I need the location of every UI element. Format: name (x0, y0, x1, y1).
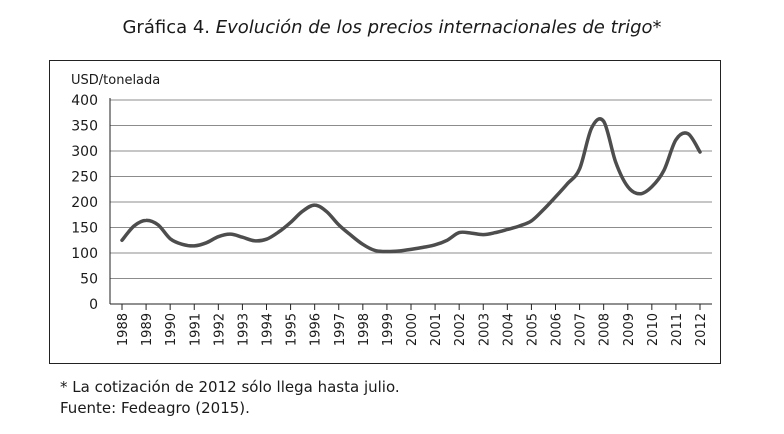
y-tick-label: 0 (89, 297, 98, 313)
x-tick-label: 2009 (622, 313, 637, 346)
chart-title: Gráfica 4. Evolución de los precios inte… (0, 17, 784, 38)
y-tick-label: 300 (71, 144, 98, 160)
x-tick-label: 1990 (164, 313, 179, 346)
x-tick-label: 2006 (550, 313, 565, 346)
x-tick-label: 2011 (670, 313, 685, 346)
chart-notes: * La cotización de 2012 sólo llega hasta… (60, 377, 400, 419)
x-tick-label: 2005 (525, 313, 540, 346)
chart-frame (49, 60, 721, 364)
x-tick-label: 2007 (574, 313, 589, 346)
x-tick-label: 2003 (477, 313, 492, 346)
x-tick-label: 1999 (381, 313, 396, 346)
y-tick-label: 50 (80, 272, 98, 288)
y-tick-label: 200 (71, 195, 98, 211)
x-tick-label: 2008 (598, 313, 613, 346)
y-tick-label: 150 (71, 221, 98, 237)
y-tick-label: 100 (71, 246, 98, 262)
x-tick-label: 1991 (188, 313, 203, 346)
x-tick-label: 2000 (405, 313, 420, 346)
y-tick-label: 250 (71, 170, 98, 186)
x-tick-label: 2012 (694, 313, 709, 346)
x-tick-label: 2001 (429, 313, 444, 346)
chart-title-main: Evolución de los precios internacionales… (215, 17, 662, 38)
x-tick-label: 2010 (646, 313, 661, 346)
x-tick-label: 1998 (357, 313, 372, 346)
y-axis-title: USD/tonelada (71, 73, 160, 88)
chart-title-prefix: Gráfica 4. (122, 17, 216, 38)
x-tick-label: 1992 (212, 313, 227, 346)
x-tick-label: 1996 (309, 313, 324, 346)
x-tick-label: 1988 (116, 313, 131, 346)
x-tick-label: 1997 (333, 313, 348, 346)
price-series-line (120, 117, 702, 254)
footnote: * La cotización de 2012 sólo llega hasta… (60, 378, 400, 396)
line-chart: USD/tonelada 0 50 100 150 200 250 300 350 400 1988… (71, 73, 712, 346)
y-tick-label: 350 (71, 119, 98, 135)
source-note: Fuente: Fedeagro (2015). (60, 399, 250, 417)
x-tick-label: 2002 (453, 313, 468, 346)
x-tick-label: 1995 (285, 313, 300, 346)
x-tick-label: 1994 (261, 313, 276, 346)
x-tick-label: 2004 (501, 313, 516, 346)
x-tick-label: 1993 (236, 313, 251, 346)
y-tick-label: 400 (71, 93, 98, 109)
x-tick-label: 1989 (140, 313, 155, 346)
